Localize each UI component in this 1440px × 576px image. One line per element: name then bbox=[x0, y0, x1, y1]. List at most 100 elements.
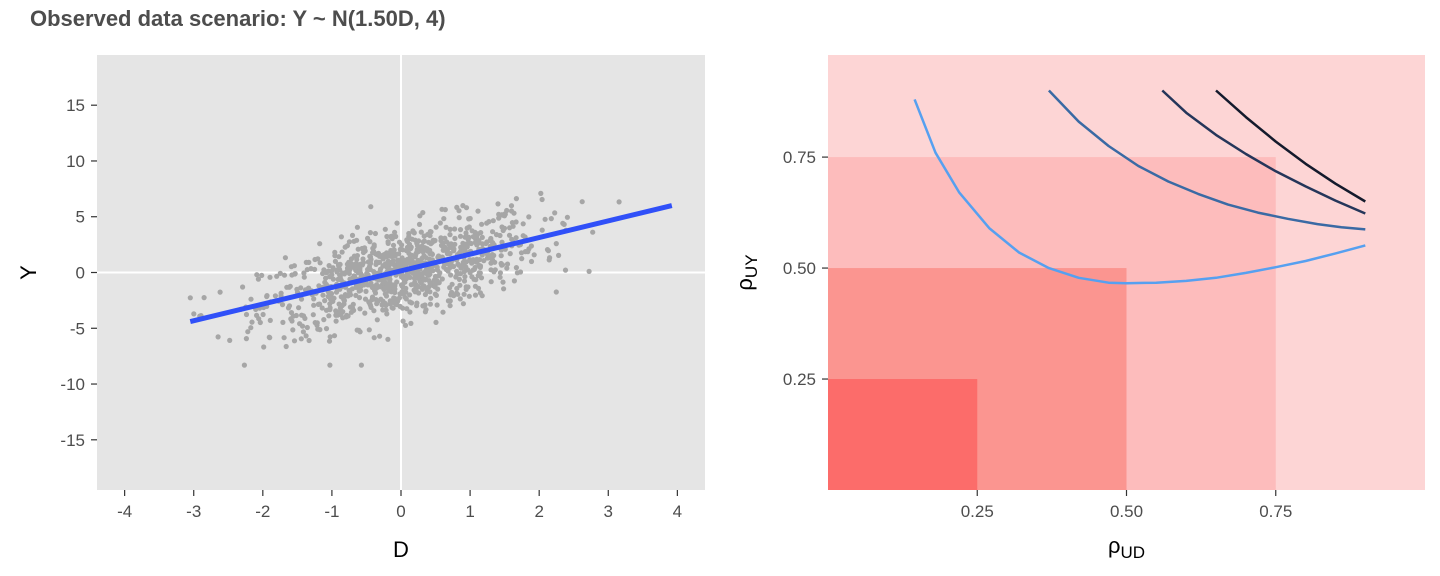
scatter-point bbox=[293, 312, 299, 319]
contour-curve-2 bbox=[1047, 89, 1366, 231]
scatter-point bbox=[513, 235, 519, 241]
scatter-point bbox=[396, 258, 402, 264]
scatter-point bbox=[423, 255, 429, 261]
scatter-point bbox=[496, 215, 502, 221]
scatter-point bbox=[332, 258, 338, 264]
scatter-point bbox=[432, 238, 438, 244]
scatter-point bbox=[385, 240, 391, 246]
scatter-point bbox=[300, 329, 306, 335]
scatter-point bbox=[402, 322, 409, 328]
scatter-point bbox=[371, 242, 377, 248]
scatter-point bbox=[288, 310, 295, 316]
scatter-point bbox=[217, 289, 223, 295]
scatter-point bbox=[291, 338, 298, 344]
scatter-point bbox=[257, 319, 263, 326]
scatter-point bbox=[289, 272, 295, 278]
scatter-point bbox=[451, 248, 457, 254]
scatter-point bbox=[500, 279, 506, 285]
scatter-point bbox=[312, 266, 318, 272]
scatter-point bbox=[553, 241, 559, 247]
scatter-point bbox=[404, 238, 410, 244]
scatter-point bbox=[349, 275, 355, 281]
scatter-point bbox=[327, 301, 333, 307]
scatter-point bbox=[477, 263, 484, 269]
scatter-point bbox=[455, 291, 461, 297]
scatter-point bbox=[286, 303, 293, 309]
scatter-point bbox=[326, 263, 332, 269]
scatter-point bbox=[616, 199, 622, 205]
scatter-point bbox=[448, 261, 454, 267]
scatter-point bbox=[497, 274, 503, 280]
scatter-point bbox=[326, 313, 332, 319]
scatter-point bbox=[504, 265, 510, 271]
scatter-point bbox=[333, 312, 339, 318]
scatter-point bbox=[539, 196, 545, 203]
scatter-point bbox=[402, 294, 408, 300]
scatter-point bbox=[336, 254, 342, 260]
scatter-point bbox=[351, 307, 357, 313]
scatter-point bbox=[423, 267, 429, 273]
scatter-point bbox=[509, 236, 515, 242]
x-tick-label: -1 bbox=[324, 502, 339, 521]
scatter-point bbox=[227, 337, 233, 343]
scatter-point bbox=[312, 256, 318, 263]
scatter-point bbox=[454, 268, 460, 274]
y-tick-label: -10 bbox=[60, 375, 85, 394]
scatter-point bbox=[514, 270, 521, 276]
scatter-point bbox=[476, 238, 482, 244]
scatter-point bbox=[414, 300, 420, 306]
scatter-point bbox=[288, 264, 294, 270]
scatter-point bbox=[326, 338, 333, 344]
scatter-point bbox=[329, 272, 335, 278]
scatter-point bbox=[314, 322, 320, 328]
scatter-point bbox=[471, 276, 477, 282]
scatter-point bbox=[272, 293, 278, 299]
scatter-point bbox=[445, 246, 451, 252]
scatter-points bbox=[187, 190, 622, 368]
scatter-point bbox=[433, 319, 439, 325]
scatter-point bbox=[396, 251, 402, 257]
scatter-point bbox=[548, 216, 554, 222]
scatter-point bbox=[408, 320, 414, 326]
scatter-point bbox=[492, 267, 498, 273]
scatter-point bbox=[384, 283, 390, 289]
x-tick-label: -3 bbox=[186, 502, 201, 521]
scatter-point bbox=[440, 309, 446, 315]
scatter-point bbox=[345, 293, 351, 299]
scatter-point bbox=[457, 296, 463, 302]
scatter-point bbox=[433, 224, 439, 230]
scatter-point bbox=[325, 268, 331, 274]
scatter-point bbox=[467, 215, 473, 222]
scatter-point bbox=[407, 292, 413, 298]
scatter-point bbox=[304, 267, 310, 273]
scatter-point bbox=[422, 245, 428, 251]
scatter-point bbox=[461, 248, 467, 254]
scatter-point bbox=[410, 229, 416, 235]
scatter-point bbox=[448, 272, 454, 278]
y-tick-label: 15 bbox=[66, 96, 85, 115]
y-tick-label: 5 bbox=[76, 208, 85, 227]
scatter-point bbox=[327, 292, 333, 298]
scatter-point bbox=[311, 296, 317, 302]
scatter-point bbox=[363, 288, 369, 294]
scatter-point bbox=[471, 266, 477, 273]
scatter-point bbox=[383, 307, 389, 313]
scatter-point bbox=[414, 249, 420, 255]
scatter-point bbox=[462, 274, 468, 280]
scatter-point bbox=[454, 285, 460, 292]
contour-curve-1 bbox=[913, 98, 1366, 285]
scatter-point bbox=[493, 232, 500, 238]
scatter-point bbox=[463, 230, 469, 236]
scatter-point bbox=[422, 309, 428, 315]
scatter-point bbox=[264, 293, 270, 299]
scatter-point bbox=[448, 241, 454, 247]
scatter-point bbox=[404, 271, 410, 277]
scatter-point bbox=[561, 221, 567, 227]
scatter-point bbox=[389, 253, 395, 259]
scatter-point bbox=[466, 293, 472, 299]
scatter-point bbox=[390, 305, 396, 311]
scatter-point bbox=[442, 207, 448, 213]
x-tick-label: -2 bbox=[255, 502, 270, 521]
scatter-point bbox=[401, 261, 407, 267]
scatter-point bbox=[466, 234, 472, 240]
